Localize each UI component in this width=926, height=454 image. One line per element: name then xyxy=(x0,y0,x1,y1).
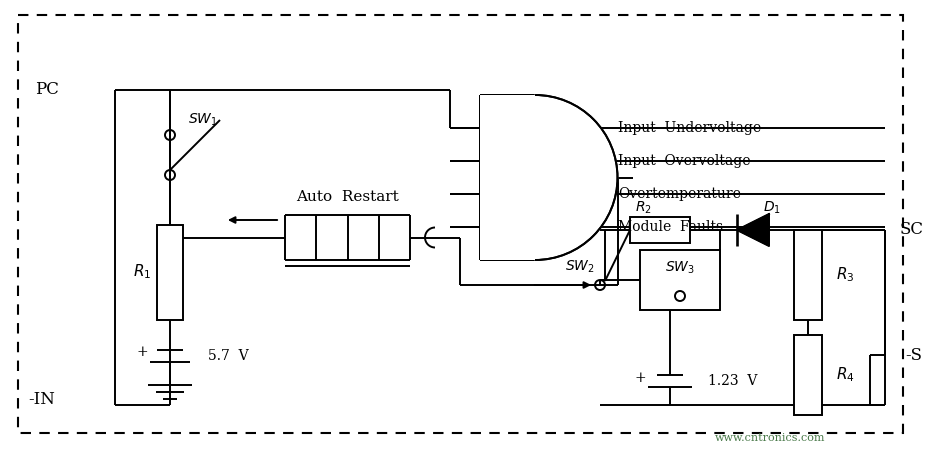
Text: Module  Faults: Module Faults xyxy=(618,220,723,234)
Text: 1.23  V: 1.23 V xyxy=(708,374,757,388)
Text: $R_3$: $R_3$ xyxy=(836,266,855,284)
Text: $R_1$: $R_1$ xyxy=(132,263,151,281)
Bar xyxy=(640,250,720,310)
Text: $R_4$: $R_4$ xyxy=(836,365,855,385)
Text: $R_2$: $R_2$ xyxy=(635,200,652,216)
Bar xyxy=(630,217,690,243)
Text: 5.7  V: 5.7 V xyxy=(208,349,248,363)
Text: +: + xyxy=(136,345,148,359)
Text: Input  Undervoltage: Input Undervoltage xyxy=(618,121,761,135)
Bar xyxy=(794,335,822,415)
Wedge shape xyxy=(535,95,618,260)
Text: +: + xyxy=(634,371,645,385)
Text: Auto  Restart: Auto Restart xyxy=(296,190,399,204)
Text: -S: -S xyxy=(905,346,922,364)
Text: Input  Overvoltage: Input Overvoltage xyxy=(618,154,750,168)
Text: $D_1$: $D_1$ xyxy=(763,200,781,216)
Text: $SW_3$: $SW_3$ xyxy=(665,260,694,276)
Text: Overtemperature: Overtemperature xyxy=(618,187,741,201)
Bar xyxy=(794,230,822,320)
Polygon shape xyxy=(737,214,769,246)
Bar xyxy=(157,225,183,320)
Text: SC: SC xyxy=(900,222,924,238)
Text: -IN: -IN xyxy=(28,391,55,409)
Text: www.cntronics.com: www.cntronics.com xyxy=(715,433,825,443)
Text: PC: PC xyxy=(35,82,59,99)
Text: $SW_1$: $SW_1$ xyxy=(188,112,218,128)
Text: $SW_2$: $SW_2$ xyxy=(565,259,594,275)
Bar xyxy=(480,95,535,260)
